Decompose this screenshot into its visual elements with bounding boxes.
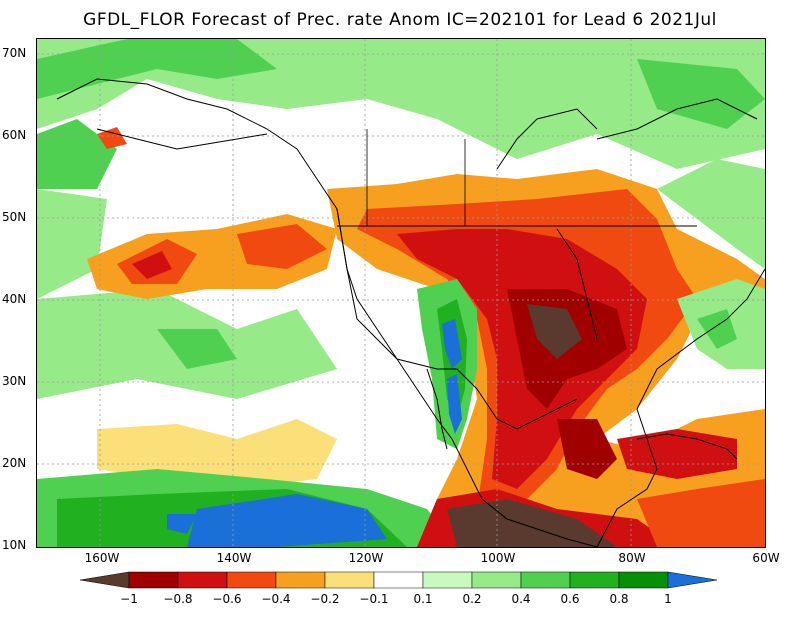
colorbar-swatch xyxy=(667,571,718,589)
colorbar-swatch xyxy=(471,571,522,589)
colorbar-tick-label: −0.4 xyxy=(261,592,291,606)
lat-label-20n: 20N xyxy=(2,456,27,470)
lon-label-160w: 160W xyxy=(84,551,120,565)
lat-label-60n: 60N xyxy=(2,128,27,142)
lon-label-120w: 120W xyxy=(348,551,384,565)
lat-label-70n: 70N xyxy=(2,46,27,60)
coastlines xyxy=(56,78,765,547)
colorbar-tick-label: −0.6 xyxy=(212,592,242,606)
colorbar-tick-label: 0.1 xyxy=(413,592,433,606)
colorbar-swatch xyxy=(520,571,571,589)
colorbar-tick-label: 0.4 xyxy=(511,592,531,606)
colorbar-swatch xyxy=(226,571,277,589)
colorbar-swatch xyxy=(618,571,669,589)
colorbar-swatch xyxy=(128,571,179,589)
colorbar-tick-label: 0.6 xyxy=(560,592,580,606)
colorbar-swatch xyxy=(569,571,620,589)
lat-label-50n: 50N xyxy=(2,210,27,224)
map-panel xyxy=(36,38,766,548)
colorbar-tick-label: −0.2 xyxy=(310,592,340,606)
colorbar-swatch xyxy=(79,571,130,589)
colorbar-swatch xyxy=(373,571,424,589)
colorbar-swatch xyxy=(177,571,228,589)
lat-label-30n: 30N xyxy=(2,374,27,388)
colorbar xyxy=(79,571,718,589)
lon-label-60w: 60W xyxy=(752,551,780,565)
graticule xyxy=(37,39,765,547)
colorbar-swatch xyxy=(422,571,473,589)
lat-label-40n: 40N xyxy=(2,292,27,306)
lon-label-140w: 140W xyxy=(216,551,252,565)
colorbar-swatch xyxy=(275,571,326,589)
colorbar-tick-label: 1 xyxy=(664,592,672,606)
colorbar-swatch xyxy=(324,571,375,589)
colorbar-tick-label: 0.2 xyxy=(462,592,482,606)
lon-label-100w: 100W xyxy=(480,551,516,565)
colorbar-tick-label: −0.1 xyxy=(359,592,389,606)
lon-label-80w: 80W xyxy=(618,551,646,565)
colorbar-tick-label: −1 xyxy=(120,592,138,606)
map-title: GFDL_FLOR Forecast of Prec. rate Anom IC… xyxy=(83,10,717,30)
anomaly-map xyxy=(37,39,765,547)
colorbar-tick-label: 0.8 xyxy=(609,592,629,606)
colorbar-tick-label: −0.8 xyxy=(163,592,193,606)
lat-label-10n: 10N xyxy=(2,538,27,552)
